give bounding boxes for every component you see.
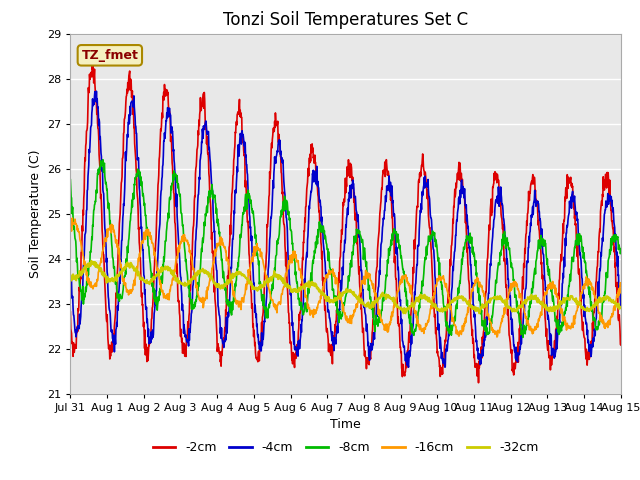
Text: TZ_fmet: TZ_fmet: [81, 49, 138, 62]
Legend: -2cm, -4cm, -8cm, -16cm, -32cm: -2cm, -4cm, -8cm, -16cm, -32cm: [148, 436, 543, 459]
-16cm: [493, 334, 500, 340]
-32cm: [88, 258, 95, 264]
-32cm: [617, 304, 625, 310]
-4cm: [404, 364, 412, 370]
-16cm: [504, 297, 511, 302]
-8cm: [176, 193, 184, 199]
-2cm: [251, 343, 259, 348]
-2cm: [431, 322, 439, 328]
-2cm: [552, 336, 560, 341]
-8cm: [251, 224, 259, 230]
Line: -32cm: -32cm: [70, 261, 621, 313]
-32cm: [176, 278, 184, 284]
-16cm: [617, 283, 625, 288]
-32cm: [431, 301, 439, 307]
X-axis label: Time: Time: [330, 418, 361, 431]
Title: Tonzi Soil Temperatures Set C: Tonzi Soil Temperatures Set C: [223, 11, 468, 29]
-32cm: [476, 311, 483, 316]
-8cm: [617, 248, 625, 254]
-2cm: [189, 225, 197, 230]
-2cm: [617, 342, 625, 348]
-8cm: [99, 157, 107, 163]
-16cm: [552, 288, 560, 294]
-32cm: [251, 286, 259, 292]
-8cm: [189, 305, 197, 311]
-32cm: [504, 304, 511, 310]
Line: -2cm: -2cm: [70, 63, 621, 383]
Line: -8cm: -8cm: [70, 160, 621, 337]
-16cm: [189, 267, 197, 273]
-8cm: [504, 235, 511, 241]
-32cm: [67, 273, 74, 278]
-4cm: [617, 303, 625, 309]
-4cm: [251, 309, 259, 315]
-32cm: [552, 304, 560, 310]
-4cm: [189, 282, 197, 288]
-8cm: [431, 237, 439, 242]
-16cm: [431, 285, 439, 291]
-4cm: [552, 343, 560, 348]
-16cm: [251, 253, 259, 259]
Line: -4cm: -4cm: [70, 91, 621, 367]
-4cm: [432, 288, 440, 293]
-4cm: [176, 258, 184, 264]
-8cm: [552, 318, 560, 324]
-2cm: [475, 380, 483, 385]
-32cm: [189, 275, 197, 281]
-16cm: [68, 215, 76, 221]
-8cm: [67, 177, 74, 182]
-2cm: [67, 309, 74, 315]
-4cm: [93, 88, 100, 94]
-16cm: [176, 244, 184, 250]
-4cm: [67, 275, 74, 280]
-4cm: [504, 262, 511, 267]
-2cm: [176, 313, 184, 319]
Y-axis label: Soil Temperature (C): Soil Temperature (C): [29, 149, 42, 278]
-16cm: [67, 227, 74, 232]
-2cm: [89, 60, 97, 66]
-8cm: [519, 335, 527, 340]
Line: -16cm: -16cm: [70, 218, 621, 337]
-2cm: [504, 312, 511, 318]
